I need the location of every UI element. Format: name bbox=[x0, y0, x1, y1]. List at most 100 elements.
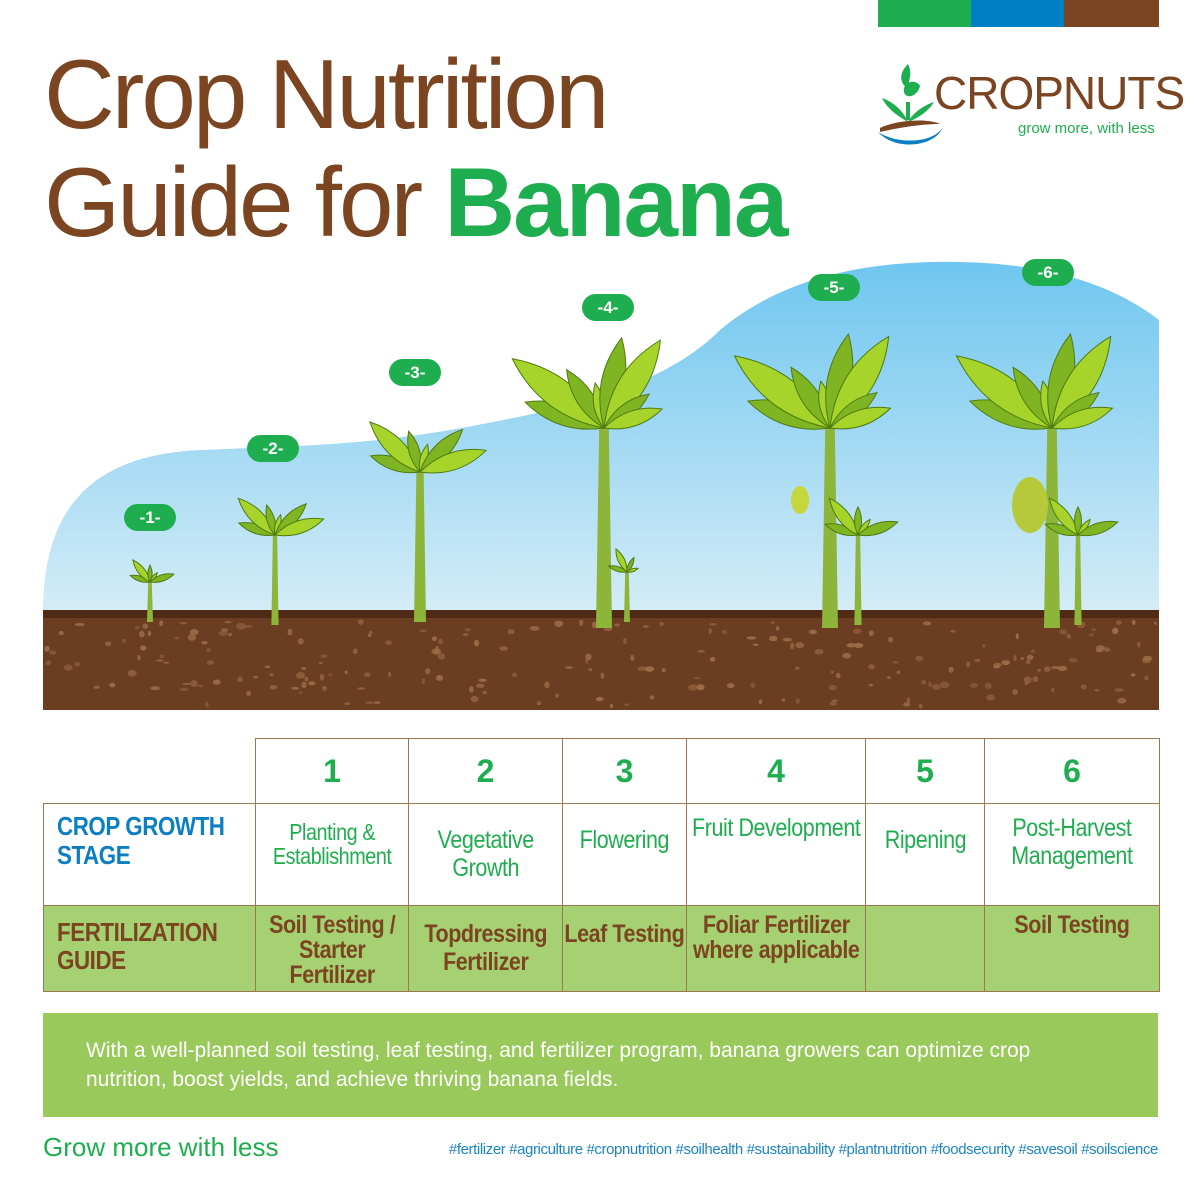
soil-pebble bbox=[642, 625, 649, 628]
stage-number: 2 bbox=[408, 738, 563, 804]
soil-pebble bbox=[44, 645, 50, 652]
soil-pebble bbox=[708, 627, 712, 635]
stage-number: 3 bbox=[562, 738, 687, 804]
soil-pebble bbox=[986, 694, 995, 701]
soil-pebble bbox=[308, 681, 316, 686]
soil-pebble bbox=[1025, 659, 1031, 665]
soil-pebble bbox=[709, 657, 716, 662]
banana-bunch bbox=[1012, 477, 1048, 533]
soil-pebble bbox=[122, 638, 127, 644]
stage-number: 1 bbox=[255, 738, 409, 804]
soil-pebble bbox=[622, 637, 627, 645]
soil bbox=[43, 612, 1159, 710]
leaf bbox=[828, 406, 892, 430]
soil-pebble bbox=[387, 671, 392, 677]
soil-pebble bbox=[536, 701, 542, 706]
leaf bbox=[625, 567, 640, 573]
sprout-logo-icon bbox=[878, 64, 942, 145]
soil-pebble bbox=[814, 648, 824, 655]
stage-badge-4: -4- bbox=[582, 294, 634, 321]
soil-pebble bbox=[1030, 649, 1036, 653]
brand-bar-green bbox=[878, 0, 971, 27]
soil-pebble bbox=[746, 636, 757, 640]
soil-pebble bbox=[661, 668, 666, 673]
row-label-fertilization: FERTILIZATION GUIDE bbox=[57, 917, 218, 975]
soil-pebble bbox=[470, 695, 479, 703]
stage-badge-2: -2- bbox=[247, 435, 299, 462]
soil-pebble bbox=[253, 675, 259, 679]
fert-cell: Foliar Fertilizer where applicable bbox=[686, 905, 866, 992]
fert-cell: Soil Testing bbox=[984, 905, 1160, 992]
soil-pebble bbox=[750, 682, 756, 689]
soil-pebble bbox=[828, 684, 838, 691]
pseudostem bbox=[1074, 535, 1082, 625]
leaf bbox=[418, 448, 488, 474]
soil-pebble bbox=[363, 672, 371, 677]
soil-pebble bbox=[437, 638, 444, 645]
soil-pebble bbox=[1091, 628, 1097, 631]
slogan: Grow more with less bbox=[43, 1132, 279, 1162]
cropnuts-logo: CROPNUTS grow more, with less bbox=[876, 62, 1185, 152]
stage-cell: Vegetative Growth bbox=[408, 803, 563, 906]
soil-pebble bbox=[109, 682, 116, 688]
soil-pebble bbox=[1023, 676, 1032, 684]
soil-pebble bbox=[468, 686, 474, 693]
soil-pebble bbox=[179, 687, 189, 692]
soil-pebble bbox=[367, 633, 372, 638]
stage-badge-5: -5- bbox=[808, 274, 860, 301]
soil-pebble bbox=[846, 643, 857, 648]
soil-pebble bbox=[318, 661, 323, 665]
soil-pebble bbox=[1001, 660, 1011, 666]
soil-pebble bbox=[320, 654, 327, 658]
soil-pebble bbox=[1015, 633, 1019, 640]
soil-pebble bbox=[932, 684, 941, 690]
soil-pebble bbox=[892, 661, 899, 664]
stage-text: Ripening bbox=[884, 826, 966, 854]
soil-pebble bbox=[693, 676, 701, 680]
soil-pebble bbox=[499, 646, 509, 651]
nutrition-table: 1 2 3 4 5 6 CROP GROWTH STAGE Planting &… bbox=[43, 738, 1160, 992]
soil-pebble bbox=[135, 626, 140, 630]
stage-badge-1: -1- bbox=[124, 504, 176, 531]
soil-pebble bbox=[982, 643, 986, 648]
leaf bbox=[1076, 520, 1119, 537]
soil-pebble bbox=[1037, 668, 1042, 672]
soil-pebble bbox=[649, 695, 655, 700]
soil-pebble bbox=[45, 660, 52, 666]
banana-plant-stage-3 bbox=[369, 421, 488, 622]
soil-pebble bbox=[868, 630, 874, 637]
stage-cell: Post-Harvest Management bbox=[984, 803, 1160, 906]
soil-pebble bbox=[197, 684, 204, 687]
fert-text: Foliar Fertilizer where applicable bbox=[692, 911, 860, 964]
soil-pebble bbox=[212, 679, 221, 685]
soil-pebble bbox=[296, 672, 306, 679]
soil-pebble bbox=[1153, 621, 1158, 625]
pseudostem bbox=[854, 535, 862, 625]
leaf bbox=[602, 407, 664, 430]
soil-pebble bbox=[236, 622, 246, 630]
soil-pebble bbox=[776, 625, 780, 631]
soil-pebble bbox=[298, 691, 303, 694]
soil-pebble bbox=[190, 680, 198, 687]
soil-pebble bbox=[906, 697, 911, 704]
soil-pebble bbox=[1050, 665, 1060, 670]
pseudostem bbox=[596, 428, 612, 628]
soil-pebble bbox=[319, 673, 325, 681]
soil-pebble bbox=[782, 637, 793, 642]
stage-text: Post-Harvest Management bbox=[1011, 814, 1133, 870]
soil-pebble bbox=[984, 682, 992, 690]
soil-pebble bbox=[1012, 689, 1018, 695]
soil-pebble bbox=[1095, 647, 1104, 653]
stage-text: Fruit Development bbox=[691, 814, 861, 842]
soil-pebble bbox=[357, 687, 366, 690]
soil-pebble bbox=[421, 677, 425, 685]
soil-pebble bbox=[357, 619, 364, 625]
soil-pebble bbox=[74, 661, 81, 667]
banana-plant-stage-1 bbox=[129, 559, 175, 622]
soil-pebble bbox=[565, 666, 574, 669]
stage-badge-6: -6- bbox=[1022, 259, 1074, 286]
soil-pebble bbox=[435, 675, 443, 681]
soil-pebble bbox=[246, 690, 252, 697]
soil-pebble bbox=[140, 645, 147, 651]
soil-pebble bbox=[842, 652, 852, 659]
